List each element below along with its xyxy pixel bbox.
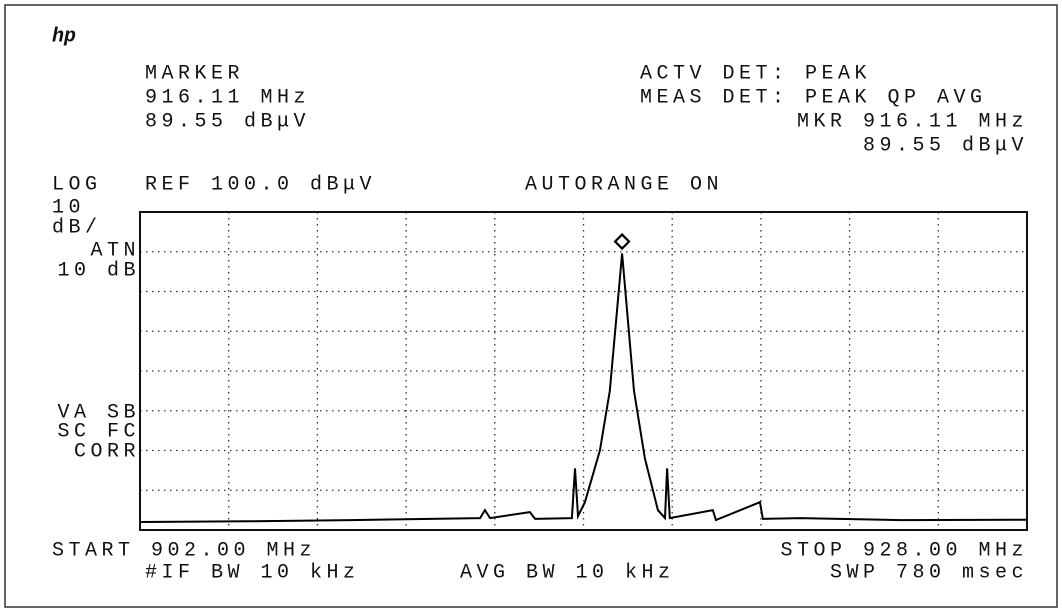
marker-freq: 916.11 MHz [145,86,310,109]
status-label: VA SB [57,401,140,424]
marker-level: 89.55 dBμV [145,110,310,133]
status-label: CORR [74,440,140,463]
actv-det: ACTV DET: PEAK [640,62,871,85]
div-label: 10 [52,196,85,219]
atn-label: ATN [90,239,140,262]
atn-label: 10 dB [57,259,140,282]
stop-freq: STOP 928.00 MHz [780,539,1028,562]
ref: REF 100.0 dBμV [145,173,376,196]
avg-bw: AVG BW 10 kHz [460,561,675,584]
outer-border [4,4,1058,608]
div-label: dB/ [52,216,102,239]
meas-det: MEAS DET: PEAK QP AVG [640,86,987,109]
marker-label: MARKER [145,62,244,85]
trace [139,253,1028,523]
status-label: SC FC [57,420,140,443]
if-bw: #IF BW 10 kHz [145,561,360,584]
start-freq: START 902.00 MHz [52,539,316,562]
marker [613,232,631,251]
logo: hp [52,25,76,48]
sweep: SWP 780 msec [830,561,1028,584]
autorange: AUTORANGE ON [525,173,723,196]
mkr-freq: MKR 916.11 MHz [797,110,1028,133]
plot-frame [139,211,1028,531]
scale: LOG [52,173,102,196]
mkr-level: 89.55 dBμV [863,134,1028,157]
